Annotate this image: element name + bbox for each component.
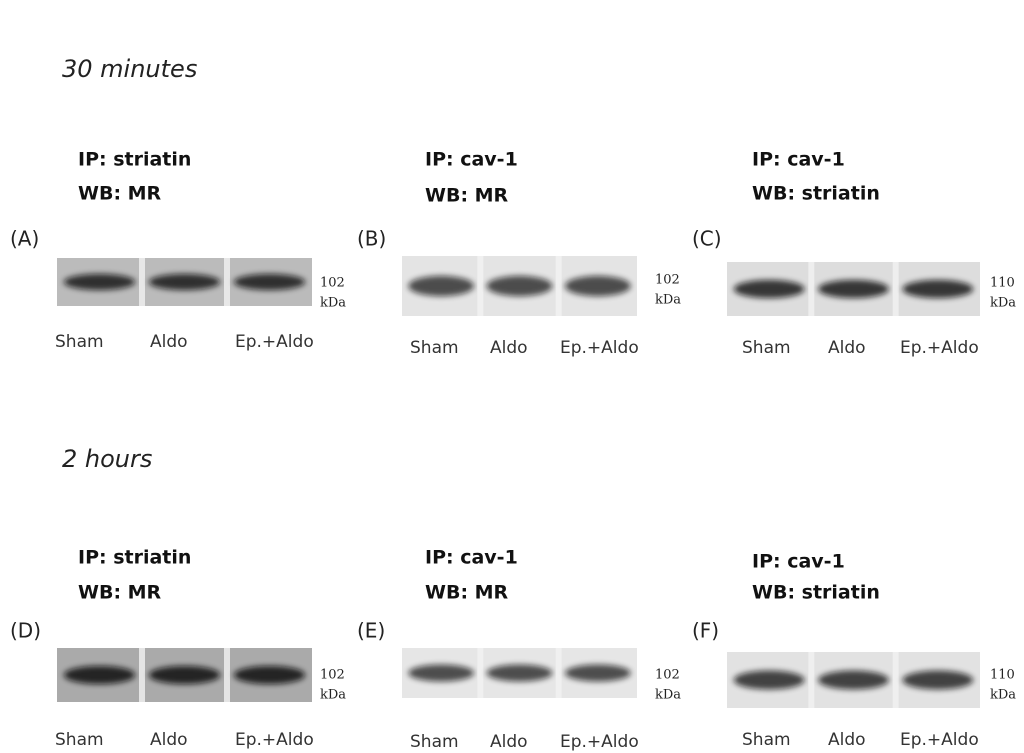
band — [902, 280, 973, 298]
marker-unit: kDa — [990, 296, 1016, 311]
wb-label: WB: MR — [425, 185, 509, 207]
lane-label: Sham — [742, 730, 791, 750]
ip-label: IP: cav-1 — [752, 149, 845, 171]
lane-gap — [556, 648, 562, 698]
lane-label: Aldo — [490, 732, 528, 752]
panel-label: (C) — [692, 227, 722, 251]
marker-unit: kDa — [320, 688, 346, 703]
panel-label: (F) — [692, 619, 719, 643]
marker-size: 110 — [990, 668, 1015, 683]
lane-gap — [139, 648, 145, 702]
lane-label: Sham — [55, 730, 104, 750]
band — [565, 665, 631, 682]
lane-label: Aldo — [828, 730, 866, 750]
blot — [402, 256, 637, 316]
ip-label: IP: striatin — [78, 149, 191, 171]
lane-gap — [808, 652, 814, 708]
lane-label: Ep.+Aldo — [235, 332, 314, 352]
wb-label: WB: MR — [425, 582, 509, 604]
lane-gap — [893, 652, 899, 708]
lane-gap — [477, 256, 483, 316]
band — [64, 274, 135, 290]
band — [734, 670, 805, 689]
panel-label: (E) — [357, 619, 385, 643]
band — [149, 274, 220, 290]
band — [902, 670, 973, 689]
band — [487, 276, 553, 296]
panel-label: (A) — [10, 227, 39, 251]
band — [149, 666, 220, 684]
marker-unit: kDa — [655, 688, 681, 703]
band — [818, 670, 889, 689]
blot — [57, 258, 312, 306]
band — [234, 666, 305, 684]
lane-gap — [556, 256, 562, 316]
lane-gap — [224, 648, 230, 702]
blot — [402, 648, 637, 698]
lane-label: Aldo — [490, 338, 528, 358]
lane-label: Aldo — [828, 338, 866, 358]
lane-gap — [477, 648, 483, 698]
ip-label: IP: cav-1 — [425, 149, 518, 171]
marker-size: 102 — [320, 668, 345, 683]
figure: 30 minutes (A) IP: striatin WB: MR Sham Aldo E… — [0, 0, 1024, 753]
lane-label: Ep.+Aldo — [900, 338, 979, 358]
panel-label: (B) — [357, 227, 386, 251]
panel-label: (D) — [10, 619, 41, 643]
marker-size: 110 — [990, 276, 1015, 291]
wb-label: WB: MR — [78, 582, 162, 604]
lane-label: Ep.+Aldo — [900, 730, 979, 750]
band — [234, 274, 305, 290]
band — [408, 665, 474, 682]
band — [734, 280, 805, 298]
section-title: 30 minutes — [62, 55, 197, 83]
lane-gap — [224, 258, 230, 306]
marker-size: 102 — [320, 276, 345, 291]
lane-label: Ep.+Aldo — [235, 730, 314, 750]
ip-label: IP: striatin — [78, 547, 191, 569]
blot — [57, 648, 312, 702]
blot — [727, 262, 980, 316]
wb-label: WB: striatin — [752, 582, 880, 604]
marker-unit: kDa — [990, 688, 1016, 703]
lane-label: Ep.+Aldo — [560, 732, 639, 752]
wb-label: WB: striatin — [752, 183, 880, 205]
band — [818, 280, 889, 298]
lane-gap — [139, 258, 145, 306]
wb-label: WB: MR — [78, 183, 162, 205]
blot — [727, 652, 980, 708]
lane-label: Sham — [410, 338, 459, 358]
lane-label: Sham — [55, 332, 104, 352]
band — [64, 666, 135, 684]
marker-size: 102 — [655, 273, 680, 288]
marker-size: 102 — [655, 668, 680, 683]
lane-gap — [893, 262, 899, 316]
band — [565, 276, 631, 296]
lane-gap — [808, 262, 814, 316]
marker-unit: kDa — [655, 293, 681, 308]
lane-label: Aldo — [150, 730, 188, 750]
lane-label: Ep.+Aldo — [560, 338, 639, 358]
ip-label: IP: cav-1 — [752, 551, 845, 573]
lane-label: Sham — [742, 338, 791, 358]
lane-label: Aldo — [150, 332, 188, 352]
lane-label: Sham — [410, 732, 459, 752]
ip-label: IP: cav-1 — [425, 547, 518, 569]
section-title: 2 hours — [62, 445, 152, 473]
band — [487, 665, 553, 682]
band — [408, 276, 474, 296]
marker-unit: kDa — [320, 296, 346, 311]
